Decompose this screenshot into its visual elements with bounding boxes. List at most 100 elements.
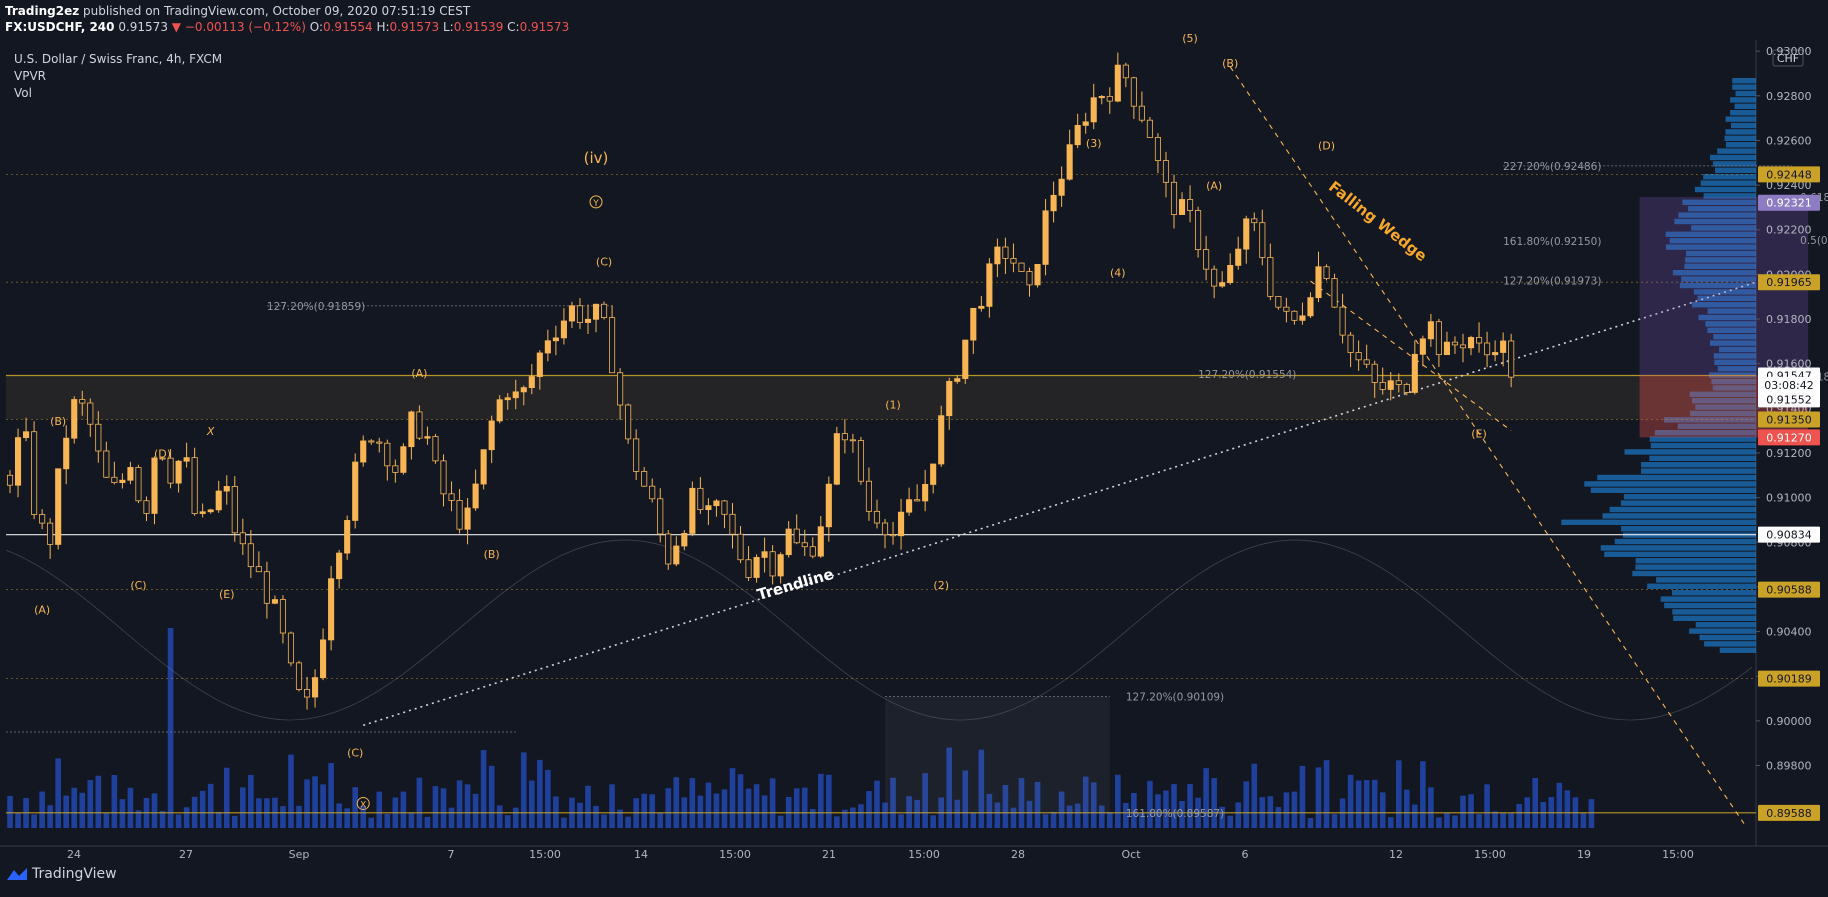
volume-bar (657, 812, 664, 828)
candle-body (1347, 334, 1354, 353)
volume-bar (1235, 802, 1242, 828)
candle-body (127, 467, 134, 481)
candle-body (1484, 342, 1491, 356)
volume-bar (7, 795, 13, 828)
currency-label[interactable]: CHF (1777, 52, 1799, 65)
volume-bar (994, 802, 1001, 828)
wave-label: (A) (34, 604, 50, 617)
volume-bar (545, 769, 551, 828)
price-axis[interactable]: CHF0.930000.928000.926000.924000.922000.… (1756, 45, 1820, 821)
time-axis[interactable]: 24 27 Sep 7 15:00 14 15:00 21 15:00 28 Oct 6 12 15:00… (67, 848, 1694, 861)
price-badge[interactable] (1758, 391, 1820, 408)
price-badge[interactable] (1758, 670, 1820, 687)
volume-bar (1307, 817, 1314, 828)
candle-body (472, 483, 479, 509)
candle-body (14, 437, 22, 486)
candle-body (488, 420, 495, 451)
volume-bar (1139, 812, 1145, 828)
high-value: 0.91573 (389, 20, 440, 34)
price-badge[interactable] (1758, 376, 1820, 393)
candle-body (504, 397, 511, 401)
drawings[interactable] (5, 66, 1809, 824)
volume-profile-bar (1624, 449, 1756, 455)
x-tick-label: Sep (289, 848, 310, 861)
candle-body (119, 479, 126, 483)
price-badge[interactable] (1758, 804, 1820, 821)
candle-body (1419, 338, 1426, 355)
volume-bar (1508, 813, 1514, 828)
candle-body (1050, 194, 1057, 212)
volume-bar (850, 807, 856, 828)
volume-bar (577, 802, 583, 828)
falling-wedge-upper[interactable] (1229, 66, 1745, 824)
volume-bar (280, 806, 286, 828)
x-tick-label: 7 (448, 848, 455, 861)
candle-body (536, 352, 543, 377)
indicator-vol[interactable]: Vol (14, 86, 32, 100)
series-title[interactable]: U.S. Dollar / Swiss Franc, 4h, FXCM (14, 52, 223, 66)
candle-body (1387, 380, 1394, 390)
candle-body (697, 487, 704, 511)
falling-wedge-lower[interactable] (1310, 280, 1512, 432)
price-badge-label: 0.92321 (1766, 197, 1812, 210)
candle-body (175, 460, 182, 484)
price-badge[interactable] (1758, 581, 1820, 598)
volume-bar (922, 773, 928, 828)
circled-wave-label: Y (592, 199, 599, 209)
volume-bar (223, 767, 230, 828)
candle-body (930, 463, 937, 485)
low-label: L: (442, 20, 454, 34)
volume-profile-bar (1707, 327, 1756, 333)
candle-body (1162, 160, 1170, 183)
volume-profile-bar (1691, 398, 1756, 404)
candle-body (978, 305, 985, 309)
candle-body (986, 263, 993, 307)
volume-bar (448, 807, 455, 828)
candle-body (1026, 271, 1033, 286)
volume-bar (689, 778, 696, 828)
candles (6, 52, 1515, 710)
candle-body (167, 457, 174, 484)
volume-profile-bar (1656, 577, 1756, 583)
volume-bar (55, 758, 61, 828)
candle-body (841, 433, 848, 441)
volume-bar (753, 784, 760, 828)
volume-bar (761, 795, 768, 828)
candle-body (785, 528, 792, 556)
price-badge[interactable] (1758, 194, 1820, 211)
candle-body (1275, 296, 1282, 308)
candle-body (231, 486, 238, 534)
price-badge[interactable] (1758, 429, 1820, 446)
price-badge[interactable] (1758, 411, 1820, 428)
volume-profile-bar (1725, 142, 1756, 148)
currency-box[interactable] (1772, 49, 1804, 67)
wave-label: (5) (1182, 32, 1198, 45)
candle-body (809, 546, 816, 557)
x-tick-label: 15:00 (908, 848, 940, 861)
volume-profile-bar (1735, 90, 1756, 97)
price-badge[interactable] (1758, 526, 1820, 543)
candle-body (247, 543, 254, 568)
x-tick-label: 27 (179, 848, 193, 861)
indicator-vpvr[interactable]: VPVR (14, 69, 46, 83)
volume-profile-bar (1672, 590, 1756, 596)
symbol[interactable]: FX:USDCHF, 240 (5, 20, 115, 34)
volume-bar (641, 793, 647, 828)
publisher-name[interactable]: Trading2ez (5, 4, 80, 18)
price-badge[interactable] (1758, 274, 1820, 291)
volume-bar (1379, 792, 1386, 828)
volume-bar (63, 795, 70, 828)
volume-bar (826, 774, 832, 828)
price-badge[interactable] (1758, 166, 1820, 183)
volume-bar (504, 815, 511, 828)
tradingview-logo[interactable]: TradingView (6, 866, 117, 882)
x-tick-label: 15:00 (529, 848, 561, 861)
candle-body (633, 438, 640, 472)
volume-bar (1050, 811, 1057, 828)
volume-bar (520, 752, 527, 828)
candle-body (1227, 264, 1234, 284)
candle-body (303, 689, 311, 698)
candle-body (1339, 306, 1346, 336)
